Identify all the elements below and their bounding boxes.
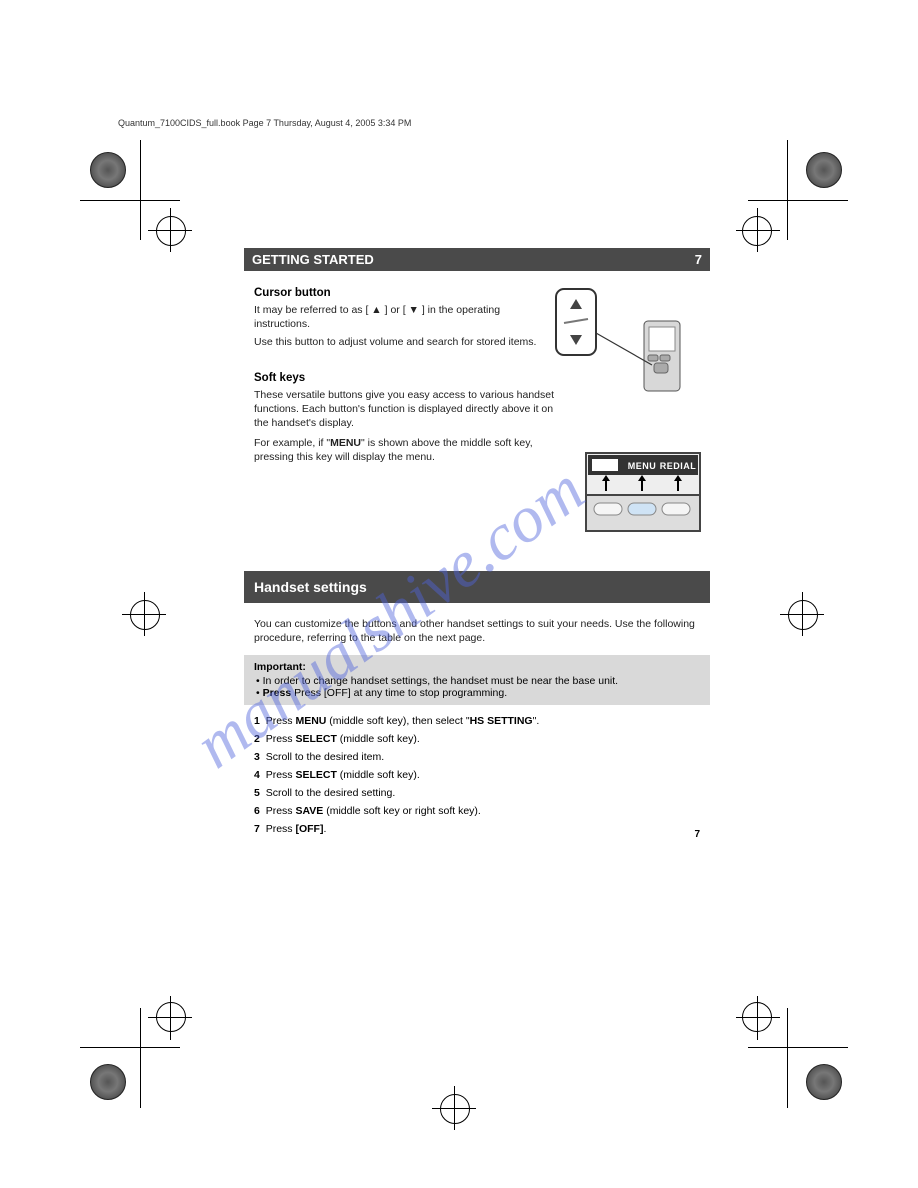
- softkeys-illustration: MENU REDIAL: [584, 451, 702, 531]
- cursor-paragraph-1: It may be referred to as [ ▲ ] or [ ▼ ] …: [254, 303, 554, 331]
- svg-text:REDIAL: REDIAL: [660, 461, 697, 471]
- file-header: Quantum_7100CIDS_full.book Page 7 Thursd…: [118, 118, 411, 128]
- step-4: 4 Press SELECT (middle soft key).: [254, 769, 700, 781]
- header-title: GETTING STARTED: [252, 252, 374, 267]
- step-2: 2 Press SELECT (middle soft key).: [254, 733, 700, 745]
- section-handset-settings-body: You can customize the buttons and other …: [244, 603, 710, 655]
- important-title: Important:: [254, 661, 700, 673]
- hs-intro: You can customize the buttons and other …: [254, 617, 700, 645]
- important-item-1: • In order to change handset settings, t…: [254, 675, 700, 687]
- important-item-2: • Press Press [OFF] at any time to stop …: [254, 687, 700, 699]
- svg-text:MENU: MENU: [628, 461, 657, 471]
- header-page: 7: [695, 252, 702, 267]
- page-number: 7: [694, 829, 700, 840]
- step-5: 5 Scroll to the desired setting.: [254, 787, 700, 799]
- cursor-paragraph-2: Use this button to adjust volume and sea…: [254, 335, 554, 349]
- important-box: Important: • In order to change handset …: [244, 655, 710, 705]
- manual-page: GETTING STARTED 7 Cursor button It may b…: [244, 248, 710, 818]
- section-cursor-softkeys: Cursor button It may be referred to as […: [244, 271, 710, 571]
- softkeys-paragraph-2: For example, if "MENU" is shown above th…: [254, 436, 554, 464]
- step-1: 1 Press MENU (middle soft key), then sel…: [254, 715, 700, 727]
- softkeys-paragraph-1: These versatile buttons give you easy ac…: [254, 388, 554, 431]
- step-3: 3 Scroll to the desired item.: [254, 751, 700, 763]
- page-header-bar: GETTING STARTED 7: [244, 248, 710, 271]
- step-6: 6 Press SAVE (middle soft key or right s…: [254, 805, 700, 817]
- step-7: 7 Press [OFF].: [254, 823, 700, 835]
- steps-list: 1 Press MENU (middle soft key), then sel…: [244, 705, 710, 851]
- section-handset-settings-bar: Handset settings: [244, 571, 710, 603]
- cursor-illustration: [552, 283, 692, 383]
